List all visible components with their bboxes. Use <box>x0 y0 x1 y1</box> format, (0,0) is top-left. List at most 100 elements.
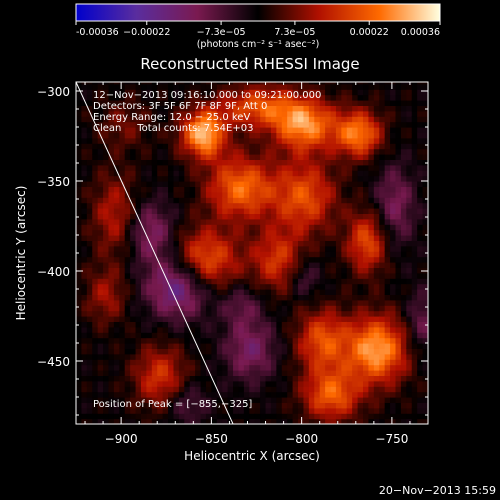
heatmap-cell <box>341 343 348 349</box>
heatmap-cell <box>325 310 332 317</box>
heatmap-cell <box>335 413 342 420</box>
heatmap-cell <box>298 251 305 258</box>
heatmap-cell <box>249 202 256 209</box>
heatmap-cell <box>216 289 223 295</box>
heatmap-cell <box>168 148 175 155</box>
heatmap-cell <box>140 245 147 252</box>
heatmap-cell <box>92 229 99 236</box>
heatmap-cell <box>308 137 315 144</box>
heatmap-cell <box>325 143 332 150</box>
heatmap-cell <box>135 348 142 355</box>
heatmap-cell <box>103 148 110 155</box>
heatmap-cell <box>357 380 364 387</box>
heatmap-cell <box>270 267 277 274</box>
heatmap-cell <box>254 326 261 333</box>
heatmap-cell <box>168 337 175 344</box>
heatmap-cell <box>178 164 185 171</box>
heatmap-cell <box>335 267 342 274</box>
heatmap-cell <box>314 364 321 371</box>
heatmap-cell <box>178 321 185 328</box>
heatmap-cell <box>195 83 202 90</box>
heatmap-cell <box>411 310 418 317</box>
heatmap-cell <box>276 310 283 317</box>
heatmap-cell <box>184 364 191 371</box>
heatmap-cell <box>216 337 223 344</box>
heatmap-cell <box>135 132 142 139</box>
heatmap-cell <box>233 240 240 247</box>
heatmap-cell <box>417 82 424 85</box>
heatmap-cell <box>76 343 83 349</box>
heatmap-cell <box>222 186 229 193</box>
heatmap-cell <box>265 289 272 295</box>
heatmap-cell <box>103 218 110 225</box>
heatmap-cell <box>260 294 267 301</box>
heatmap-cell <box>373 321 380 328</box>
heatmap-cell <box>265 413 272 420</box>
heatmap-cell <box>222 262 229 268</box>
heatmap-cell <box>325 364 332 371</box>
heatmap-cell <box>298 82 305 85</box>
heatmap-cell <box>260 143 267 150</box>
heatmap-cell <box>243 343 250 349</box>
heatmap-cell <box>86 159 93 166</box>
heatmap-cell <box>200 89 207 96</box>
heatmap-cell <box>352 370 359 376</box>
heatmap-cell <box>76 386 83 393</box>
heatmap-cell <box>352 299 359 306</box>
heatmap-cell <box>140 370 147 376</box>
heatmap-cell <box>330 353 337 360</box>
heatmap-cell <box>422 375 428 382</box>
heatmap-cell <box>140 229 147 236</box>
heatmap-cell <box>178 337 185 344</box>
heatmap-cell <box>216 332 223 339</box>
heatmap-cell <box>103 348 110 355</box>
heatmap-cell <box>417 181 424 187</box>
heatmap-cell <box>86 418 93 424</box>
heatmap-cell <box>352 224 359 231</box>
heatmap-cell <box>292 294 299 301</box>
heatmap-cell <box>379 316 386 322</box>
heatmap-cell <box>184 386 191 393</box>
heatmap-cell <box>254 294 261 301</box>
heatmap-cell <box>178 224 185 231</box>
heatmap-cell <box>292 353 299 360</box>
heatmap-cell <box>146 332 153 339</box>
heatmap-cell <box>205 375 212 382</box>
heatmap-cell <box>92 159 99 166</box>
heatmap-cell <box>227 229 234 236</box>
heatmap-cell <box>357 283 364 290</box>
heatmap-cell <box>330 170 337 177</box>
heatmap-cell <box>303 137 310 144</box>
heatmap-cell <box>265 82 272 85</box>
heatmap-cell <box>325 121 332 128</box>
heatmap-cell <box>352 170 359 177</box>
heatmap-cell <box>238 202 245 209</box>
heatmap-cell <box>135 310 142 317</box>
heatmap-cell <box>216 159 223 166</box>
heatmap-cell <box>400 251 407 258</box>
heatmap-cell <box>81 110 88 117</box>
heatmap-cell <box>314 289 321 295</box>
heatmap-cell <box>379 245 386 252</box>
heatmap-cell <box>168 213 175 220</box>
heatmap-cell <box>325 83 332 90</box>
heatmap-cell <box>135 402 142 409</box>
heatmap-cell <box>384 170 391 177</box>
heatmap-cell <box>395 229 402 236</box>
heatmap-cell <box>303 240 310 247</box>
heatmap-cell <box>200 191 207 198</box>
heatmap-cell <box>76 310 83 317</box>
heatmap-cell <box>162 353 169 360</box>
heatmap-cell <box>124 116 131 123</box>
heatmap-cell <box>292 364 299 371</box>
heatmap-cell <box>178 240 185 247</box>
heatmap-cell <box>238 267 245 274</box>
heatmap-cell <box>260 224 267 231</box>
heatmap-cell <box>265 402 272 409</box>
heatmap-cell <box>325 251 332 258</box>
heatmap-cell <box>260 283 267 290</box>
heatmap-cell <box>222 218 229 225</box>
heatmap-cell <box>314 283 321 290</box>
heatmap-cell <box>314 154 321 160</box>
heatmap-cell <box>168 197 175 204</box>
